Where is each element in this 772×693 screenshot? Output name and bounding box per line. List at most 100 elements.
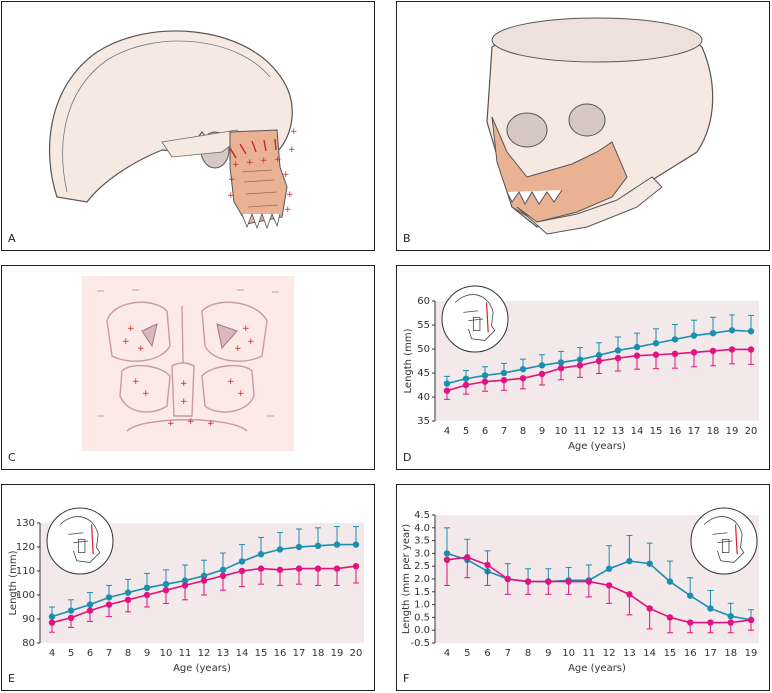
svg-text:+: +	[227, 191, 235, 201]
panel-b: B	[396, 1, 770, 251]
data-point-magenta	[181, 582, 189, 589]
data-point-blue	[238, 558, 246, 565]
x-tick-label: 8	[125, 648, 131, 659]
x-tick-label: 20	[350, 648, 363, 659]
data-point-blue	[443, 380, 451, 387]
y-tick-label: 120	[16, 542, 35, 553]
data-point-magenta	[352, 563, 360, 570]
x-tick-label: 20	[745, 426, 758, 437]
y-tick-label: 3.5	[414, 536, 430, 547]
data-point-magenta	[257, 565, 265, 572]
y-tick-label: 0.0	[414, 625, 430, 636]
x-tick-label: 13	[217, 648, 230, 659]
data-point-magenta	[500, 377, 508, 384]
x-tick-label: 7	[505, 648, 511, 659]
y-tick-label: 45	[417, 368, 430, 379]
x-tick-label: 4	[444, 426, 450, 437]
chart-e: 80 90 100 110 120 130 4 5 6 7 8 9 10 11 12 13 14 15 16 17 18…	[8, 507, 364, 674]
data-point-blue	[67, 607, 75, 614]
svg-text:+: +	[290, 127, 298, 137]
data-point-magenta	[200, 577, 208, 584]
data-point-magenta	[484, 561, 491, 569]
x-tick-label: 9	[539, 426, 545, 437]
data-point-magenta	[614, 354, 622, 362]
data-point-magenta	[646, 605, 653, 612]
data-point-magenta	[524, 578, 532, 585]
data-point-magenta	[671, 350, 679, 357]
data-point-blue	[257, 551, 265, 558]
x-tick-label: 12	[198, 648, 211, 659]
x-tick-label: 5	[68, 648, 74, 659]
data-point-blue	[500, 369, 508, 377]
data-point-magenta	[219, 572, 227, 579]
x-tick-label: 7	[106, 648, 112, 659]
data-point-blue	[124, 589, 132, 596]
x-tick-label: 5	[463, 426, 469, 437]
data-point-magenta	[48, 619, 56, 626]
x-tick-label: 12	[603, 648, 616, 659]
panel-c: + + + + + + + + + + + + + + + C	[1, 265, 375, 470]
inset-measure-line	[485, 302, 489, 333]
data-point-blue	[162, 581, 170, 588]
x-tick-label: 9	[144, 648, 150, 659]
data-point-magenta	[595, 357, 603, 365]
panel-label-a: A	[8, 232, 16, 245]
data-point-blue	[687, 592, 694, 599]
svg-text:+: +	[282, 170, 290, 180]
x-axis-label: Age (years)	[568, 663, 626, 674]
data-point-magenta	[709, 347, 717, 355]
data-point-blue	[481, 372, 489, 379]
x-tick-label: 14	[631, 426, 644, 437]
inset-measure-line	[90, 524, 94, 555]
data-point-blue	[200, 572, 208, 579]
data-point-magenta	[238, 567, 246, 575]
data-point-blue	[633, 343, 641, 351]
x-tick-label: 15	[255, 648, 268, 659]
panel-label-e: E	[8, 672, 15, 685]
svg-text:+: +	[142, 389, 150, 399]
data-point-magenta	[666, 614, 674, 621]
data-point-magenta	[464, 554, 471, 561]
data-point-magenta	[295, 565, 303, 572]
x-tick-label: 19	[726, 426, 739, 437]
svg-text:+: +	[232, 160, 240, 170]
svg-text:+: +	[227, 377, 235, 387]
x-tick-label: 10	[160, 648, 173, 659]
x-tick-label: 19	[745, 648, 758, 659]
data-point-magenta	[585, 578, 593, 585]
svg-text:+: +	[246, 158, 254, 168]
data-point-magenta	[519, 375, 527, 382]
svg-text:+: +	[260, 156, 268, 166]
y-tick-label: 60	[417, 296, 430, 307]
y-tick-label: 130	[16, 518, 35, 529]
data-point-blue	[728, 327, 736, 334]
data-point-magenta	[124, 596, 132, 603]
x-tick-label: 19	[331, 648, 344, 659]
skull-oblique-illustration	[486, 17, 714, 235]
x-tick-label: 10	[555, 426, 568, 437]
panel-e: 80 90 100 110 120 130 4 5 6 7 8 9 10 11 12 13 14 15 16 17 18…	[1, 484, 375, 691]
y-tick-label: 0.5	[414, 612, 430, 623]
svg-text:+: +	[187, 417, 195, 427]
data-point-blue	[314, 542, 322, 549]
data-point-magenta	[652, 351, 660, 358]
data-point-magenta	[86, 607, 94, 614]
inset-head-outline	[454, 294, 496, 341]
data-point-blue	[576, 356, 584, 363]
data-point-blue	[707, 605, 714, 612]
svg-text:+: +	[167, 419, 175, 429]
y-tick-label: 4.5	[414, 510, 430, 521]
data-point-blue	[519, 365, 527, 373]
svg-text:+: +	[274, 155, 282, 165]
data-point-blue	[747, 328, 755, 335]
x-tick-label: 7	[501, 426, 507, 437]
x-tick-label: 5	[464, 648, 470, 659]
inset-head-diagram	[690, 507, 758, 575]
x-tick-label: 6	[87, 648, 93, 659]
data-point-magenta	[105, 601, 113, 608]
data-point-blue	[352, 541, 360, 548]
data-point-magenta	[707, 619, 714, 626]
data-point-magenta	[504, 575, 511, 583]
data-point-magenta	[747, 616, 755, 624]
